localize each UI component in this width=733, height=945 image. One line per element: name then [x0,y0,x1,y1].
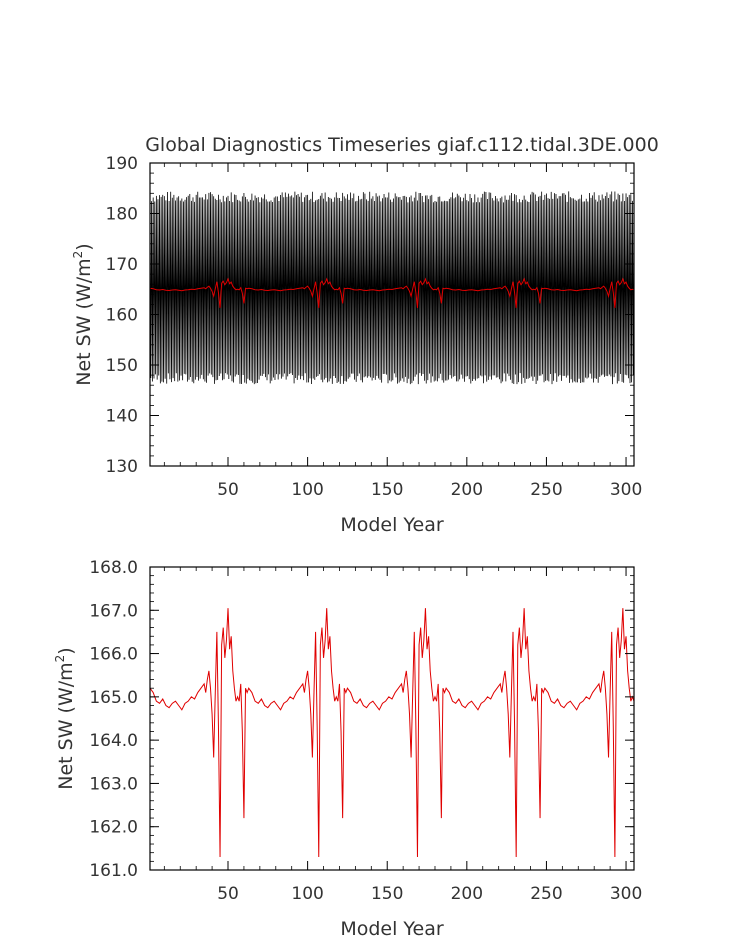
top-panel: 50 100 150 200 250 300 130 140 150 160 170 180 190 Mo… [71,134,659,536]
annual-net-sw-line [150,277,634,308]
x-tick-label: 100 [291,480,323,500]
y-axis-label-main: Net SW (W/m [73,258,95,385]
y-tick-label: 165.0 [89,688,138,708]
x-tick-label: 50 [217,884,239,904]
y-tick-label: 150 [106,356,138,376]
y-tick-label: 162.0 [89,818,138,838]
x-tick-label: 150 [371,884,403,904]
y-tick-label: 190 [106,154,138,174]
y-tick-label: 163.0 [89,774,138,794]
x-tick-label: 100 [291,884,323,904]
x-axis-label: Model Year [340,918,444,940]
annual-net-sw-line [150,608,634,858]
y-tick-label: 167.0 [89,601,138,621]
x-tick-label: 250 [530,884,562,904]
y-tick-label: 161.0 [89,861,138,881]
x-tick-label: 300 [610,480,642,500]
y-tick-label: 160 [106,306,138,326]
plot-frame [149,566,635,871]
y-tick-label: 180 [106,205,138,225]
y-tick-label: 166.0 [89,645,138,665]
bottom-panel: 50 100 150 200 250 300 161.0 162.0 163.0 164.0 165… [53,558,642,940]
y-axis-label-superscript: 2 [53,655,67,663]
y-axis-label: Net SW (W/m2) [53,647,77,789]
x-tick-label: 150 [371,480,403,500]
chart-title: Global Diagnostics Timeseries giaf.c112.… [145,134,659,156]
x-tick-label: 300 [610,884,642,904]
x-tick-label: 200 [451,884,483,904]
y-tick-label: 164.0 [89,731,138,751]
y-axis-label: Net SW (W/m2) [71,243,95,385]
y-tick-label: 168.0 [89,558,138,578]
y-axis-label-close: ) [55,647,77,654]
x-axis-label: Model Year [340,514,444,536]
y-tick-label: 140 [106,407,138,427]
y-axis-label-main: Net SW (W/m [55,662,77,789]
x-tick-label: 250 [530,480,562,500]
x-tick-label: 50 [217,480,239,500]
x-tick-label: 200 [451,480,483,500]
monthly-net-sw-line [150,191,634,385]
y-axis-label-close: ) [73,243,95,250]
y-tick-label: 170 [106,255,138,275]
y-axis-label-superscript: 2 [71,251,85,259]
y-tick-label: 130 [106,457,138,477]
